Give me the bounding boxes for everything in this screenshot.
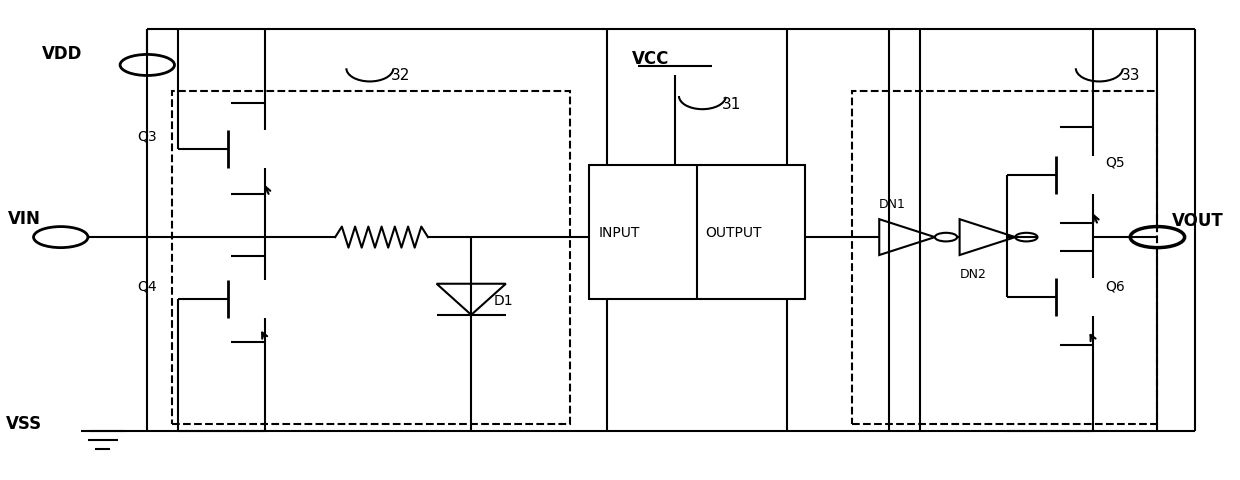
Bar — [852, 92, 1157, 424]
Bar — [172, 92, 570, 424]
Text: D1: D1 — [494, 293, 513, 307]
Text: VCC: VCC — [632, 49, 670, 67]
Text: 33: 33 — [1120, 68, 1140, 83]
Text: Q6: Q6 — [1106, 279, 1125, 293]
Text: Q5: Q5 — [1106, 155, 1125, 169]
Text: 31: 31 — [722, 97, 742, 112]
Text: DN1: DN1 — [879, 198, 906, 211]
Text: 32: 32 — [391, 68, 410, 83]
Text: OUTPUT: OUTPUT — [706, 226, 763, 240]
Text: INPUT: INPUT — [599, 226, 640, 240]
Text: VOUT: VOUT — [1172, 212, 1224, 229]
Text: VSS: VSS — [6, 415, 42, 432]
Text: Q3: Q3 — [138, 129, 157, 143]
Text: DN2: DN2 — [960, 267, 987, 280]
Bar — [589, 166, 805, 300]
Text: VIN: VIN — [7, 209, 41, 228]
Text: Q4: Q4 — [138, 279, 157, 293]
Text: VDD: VDD — [42, 45, 83, 63]
